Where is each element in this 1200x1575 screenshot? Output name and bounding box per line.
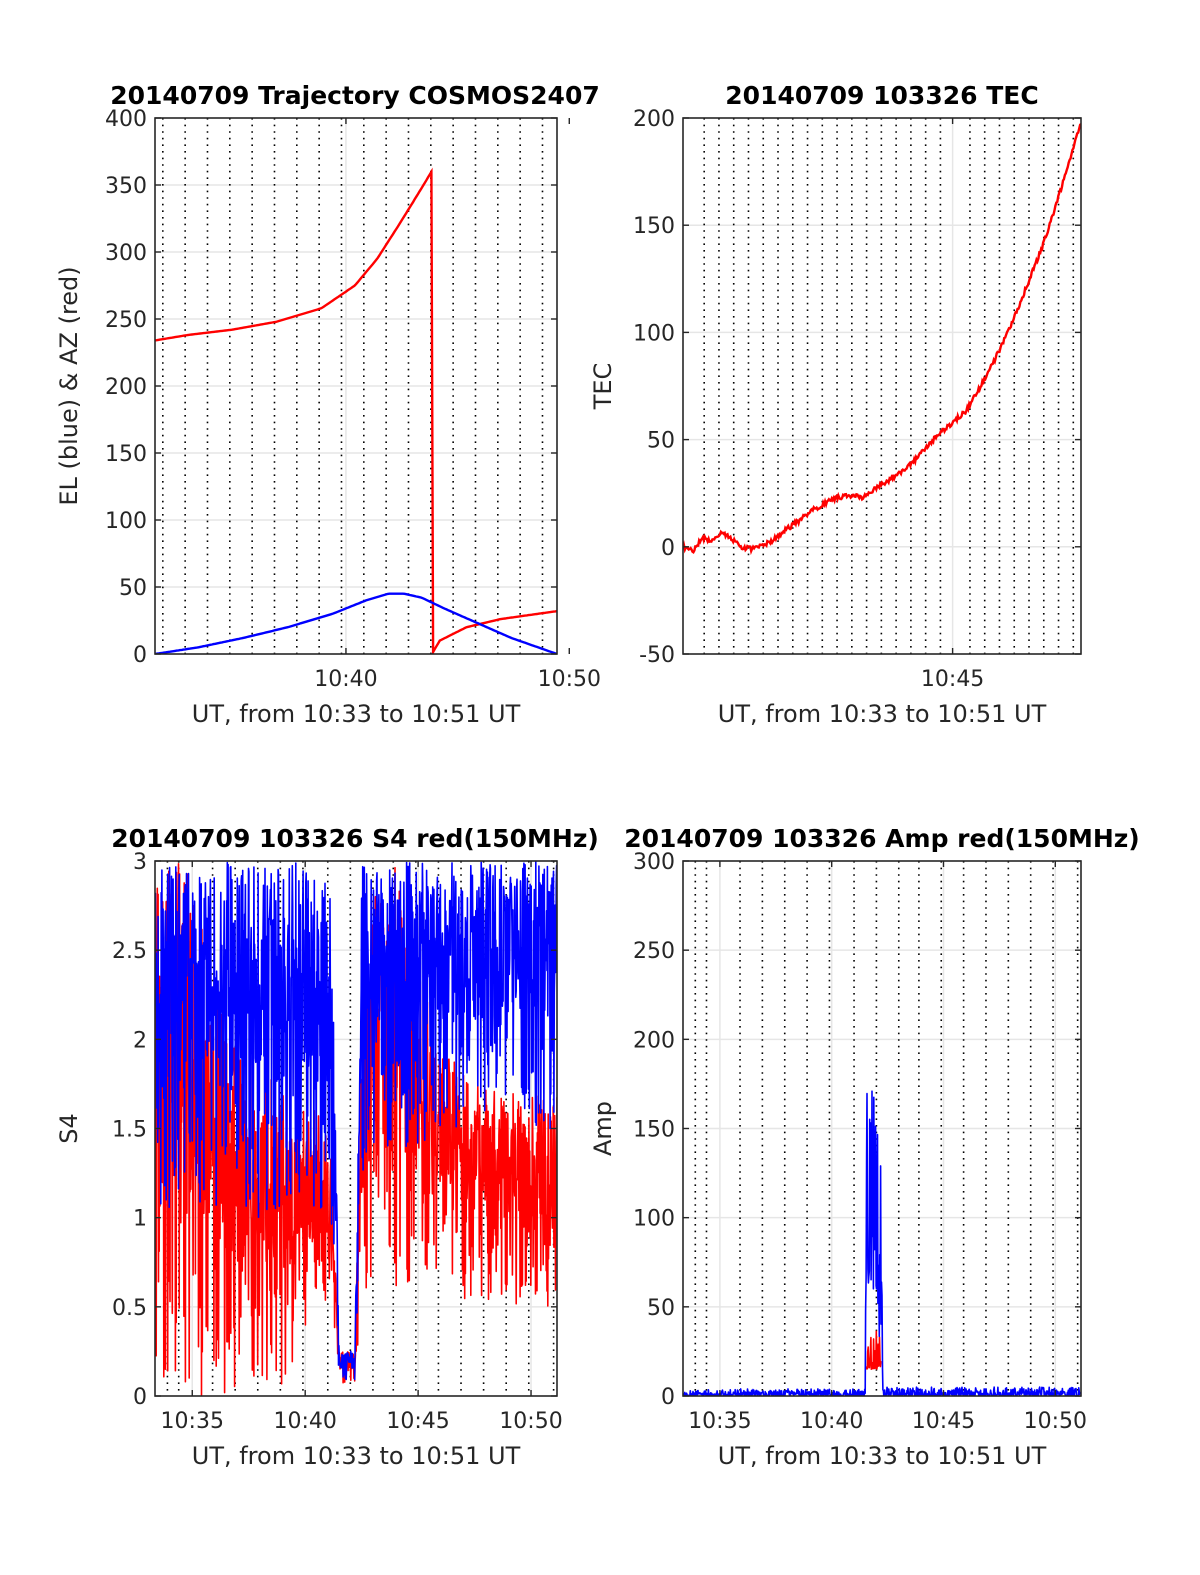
y-tick-label: 100 <box>633 1207 675 1232</box>
y-axis-label: TEC <box>589 363 617 411</box>
x-tick-label: 10:45 <box>386 1409 449 1434</box>
y-tick-label: 0 <box>133 1385 147 1410</box>
x-tick-label: 10:45 <box>921 667 984 692</box>
panel-s4: 0 0.5 1 1.5 2 2.5 3 10:35 10:40 10:45 10:50 UT, fro… <box>55 824 599 1470</box>
series-line <box>865 1330 882 1370</box>
series-line <box>155 861 557 1381</box>
panel-trajectory: 0 50 100 150 200 250 300 350 400 10:40 10:50 UT, fr… <box>55 81 601 728</box>
y-tick-label: -50 <box>639 643 675 668</box>
y-axis-label: Amp <box>589 1101 617 1156</box>
y-tick-label: 1 <box>133 1207 147 1232</box>
x-tick-label: 10:45 <box>912 1409 975 1434</box>
y-tick-label: 150 <box>633 1118 675 1143</box>
y-tick-label: 150 <box>105 442 147 467</box>
y-tick-label: 1.5 <box>112 1118 147 1143</box>
y-axis-label: S4 <box>55 1113 83 1144</box>
y-tick-label: 250 <box>633 939 675 964</box>
y-tick-label: 0 <box>133 643 147 668</box>
plot-area <box>683 123 1081 556</box>
y-axis-label: EL (blue) & AZ (red) <box>55 266 83 505</box>
x-tick-label: 10:40 <box>314 667 377 692</box>
x-tick-label: 10:35 <box>688 1409 751 1434</box>
plot-area <box>155 861 557 1396</box>
x-tick-label: 10:35 <box>161 1409 224 1434</box>
series-line <box>683 1090 1081 1396</box>
y-tick-label: 400 <box>105 107 147 132</box>
y-tick-label: 300 <box>105 241 147 266</box>
y-tick-label: 100 <box>633 321 675 346</box>
plot-area <box>155 167 557 654</box>
y-tick-label: 0 <box>661 1385 675 1410</box>
x-tick-label: 10:40 <box>800 1409 863 1434</box>
y-tick-label: 2.5 <box>112 939 147 964</box>
y-tick-label: 350 <box>105 174 147 199</box>
chart-title: 20140709 103326 TEC <box>725 81 1038 110</box>
y-tick-label: 200 <box>633 107 675 132</box>
x-axis-label: UT, from 10:33 to 10:51 UT <box>718 1442 1047 1470</box>
series-line <box>155 592 557 654</box>
x-axis-label: UT, from 10:33 to 10:51 UT <box>192 700 521 728</box>
x-axis-label: UT, from 10:33 to 10:51 UT <box>192 1442 521 1470</box>
y-tick-label: 150 <box>633 214 675 239</box>
x-tick-label: 10:40 <box>273 1409 336 1434</box>
y-tick-label: 300 <box>633 850 675 875</box>
axes-box <box>682 117 1082 655</box>
x-tick-label: 10:50 <box>499 1409 562 1434</box>
series-line <box>155 167 557 654</box>
y-tick-label: 200 <box>105 375 147 400</box>
chart-title: 20140709 Trajectory COSMOS2407 <box>110 81 600 110</box>
series-line <box>683 123 1081 556</box>
y-tick-label: 0 <box>661 536 675 561</box>
chart-title: 20140709 103326 Amp red(150MHz) <box>624 824 1140 853</box>
y-tick-label: 50 <box>119 576 147 601</box>
panel-tec: -50 0 50 100 150 200 10:45 UT, from 10:33 to 10… <box>589 81 1082 728</box>
x-tick-label: 10:50 <box>538 667 601 692</box>
y-tick-label: 0.5 <box>112 1296 147 1321</box>
y-tick-label: 200 <box>633 1028 675 1053</box>
x-axis-label: UT, from 10:33 to 10:51 UT <box>718 700 1047 728</box>
chart-title: 20140709 103326 S4 red(150MHz) <box>111 824 599 853</box>
y-tick-label: 2 <box>133 1028 147 1053</box>
y-tick-label: 100 <box>105 509 147 534</box>
plot-area <box>683 1090 1081 1396</box>
x-tick-label: 10:50 <box>1024 1409 1087 1434</box>
y-tick-label: 50 <box>647 1296 675 1321</box>
y-tick-label: 50 <box>647 429 675 454</box>
panel-amp: 0 50 100 150 200 250 300 10:35 10:40 10:45 10:50 UT… <box>589 824 1140 1470</box>
y-tick-label: 3 <box>133 850 147 875</box>
y-tick-label: 250 <box>105 308 147 333</box>
